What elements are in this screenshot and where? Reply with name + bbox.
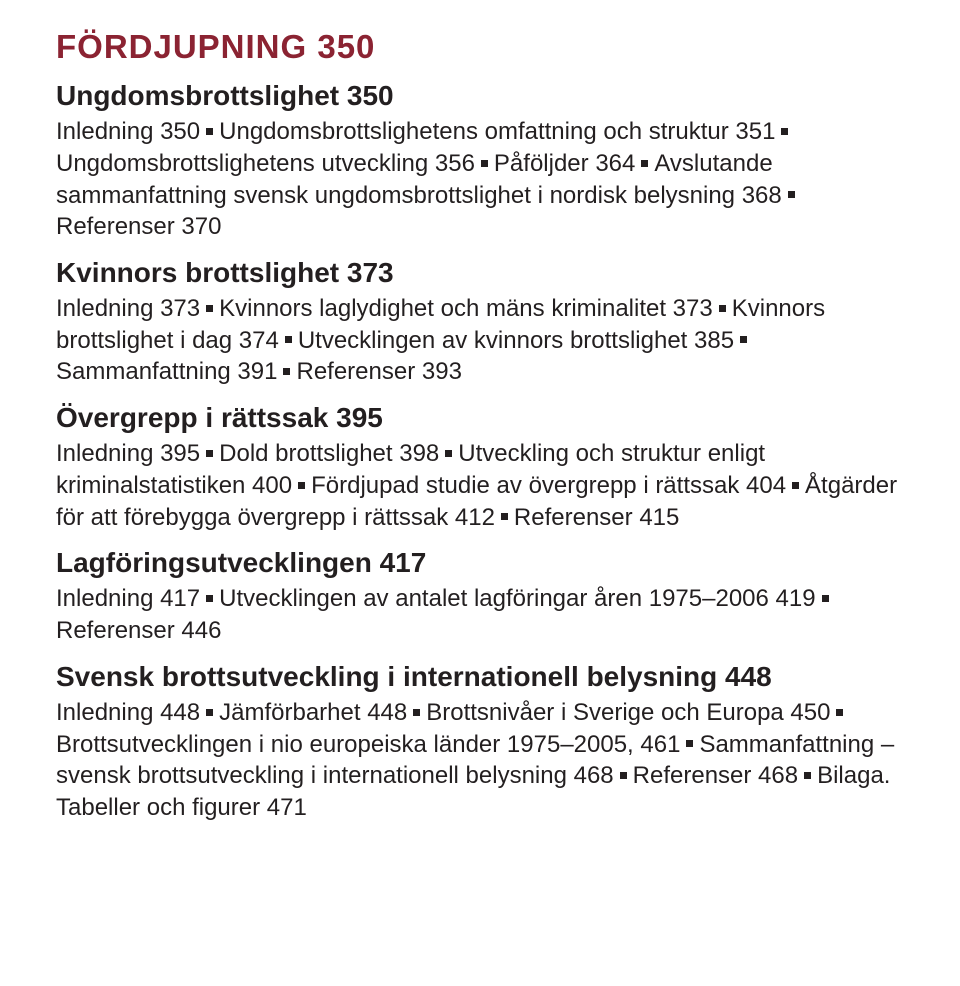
bullet-separator-icon: [822, 595, 829, 602]
section-body: Inledning 417 Utvecklingen av antalet lag…: [56, 583, 904, 646]
toc-section: Svensk brottsutveckling i internationell…: [56, 661, 904, 824]
toc-section: Kvinnors brottslighet 373 Inledning 373 Kv…: [56, 257, 904, 388]
bullet-separator-icon: [641, 160, 648, 167]
toc-item: Referenser 468: [633, 762, 798, 789]
toc-item: Brottsutvecklingen i nio europeiska länd…: [56, 731, 680, 758]
bullet-separator-icon: [781, 128, 788, 135]
section-body: Inledning 373 Kvinnors laglydighet och mä…: [56, 293, 904, 388]
toc-section: Övergrepp i rättssak 395 Inledning 395 Dol…: [56, 402, 904, 533]
toc-item: Inledning 448: [56, 699, 200, 726]
toc-item: Dold brottslighet 398: [219, 440, 439, 467]
toc-item: Ungdomsbrottslighetens utveckling 356: [56, 150, 475, 177]
bullet-separator-icon: [788, 191, 795, 198]
toc-item: Inledning 350: [56, 118, 200, 145]
bullet-separator-icon: [206, 709, 213, 716]
toc-section: Ungdomsbrottslighet 350 Inledning 350 Ungd…: [56, 80, 904, 243]
bullet-separator-icon: [836, 709, 843, 716]
bullet-separator-icon: [740, 336, 747, 343]
bullet-separator-icon: [445, 450, 452, 457]
bullet-separator-icon: [501, 513, 508, 520]
section-heading: Kvinnors brottslighet 373: [56, 257, 904, 289]
toc-item: Påföljder 364: [494, 150, 635, 177]
toc-item: Utvecklingen av kvinnors brottslighet 38…: [298, 327, 734, 354]
section-heading: Övergrepp i rättssak 395: [56, 402, 904, 434]
toc-item: Sammanfattning 391: [56, 358, 277, 385]
section-heading: Svensk brottsutveckling i internationell…: [56, 661, 904, 693]
toc-item: Kvinnors laglydighet och mäns kriminalit…: [219, 295, 713, 322]
toc-item: Referenser 393: [296, 358, 461, 385]
bullet-separator-icon: [206, 305, 213, 312]
toc-item: Fördjupad studie av övergrepp i rättssak…: [311, 472, 786, 499]
bullet-separator-icon: [481, 160, 488, 167]
bullet-separator-icon: [620, 772, 627, 779]
toc-item: Jämförbarhet 448: [219, 699, 407, 726]
sections-container: Ungdomsbrottslighet 350 Inledning 350 Ungd…: [56, 80, 904, 824]
section-body: Inledning 350 Ungdomsbrottslighetens omfa…: [56, 116, 904, 243]
section-body: Inledning 448 Jämförbarhet 448 Brottsnivåe…: [56, 697, 904, 824]
bullet-separator-icon: [206, 128, 213, 135]
toc-item: Ungdomsbrottslighetens omfattning och st…: [219, 118, 775, 145]
bullet-separator-icon: [206, 450, 213, 457]
bullet-separator-icon: [206, 595, 213, 602]
toc-item: Utvecklingen av antalet lagföringar åren…: [219, 585, 815, 612]
section-body: Inledning 395Dold brottslighet 398Utveck…: [56, 438, 904, 533]
bullet-separator-icon: [804, 772, 811, 779]
toc-item: Referenser 370: [56, 213, 221, 240]
section-heading: Lagföringsutvecklingen 417: [56, 547, 904, 579]
bullet-separator-icon: [283, 368, 290, 375]
page-title: FÖRDJUPNING 350: [56, 28, 904, 66]
bullet-separator-icon: [686, 740, 693, 747]
bullet-separator-icon: [792, 482, 799, 489]
toc-item: Referenser 446: [56, 617, 221, 644]
toc-item: Inledning 373: [56, 295, 200, 322]
toc-item: Inledning 395: [56, 440, 200, 467]
bullet-separator-icon: [298, 482, 305, 489]
section-heading: Ungdomsbrottslighet 350: [56, 80, 904, 112]
toc-item: Referenser 415: [514, 504, 679, 531]
bullet-separator-icon: [413, 709, 420, 716]
toc-section: Lagföringsutvecklingen 417 Inledning 417 U…: [56, 547, 904, 647]
bullet-separator-icon: [285, 336, 292, 343]
toc-item: Inledning 417: [56, 585, 200, 612]
toc-item: Brottsnivåer i Sverige och Europa 450: [426, 699, 830, 726]
bullet-separator-icon: [719, 305, 726, 312]
